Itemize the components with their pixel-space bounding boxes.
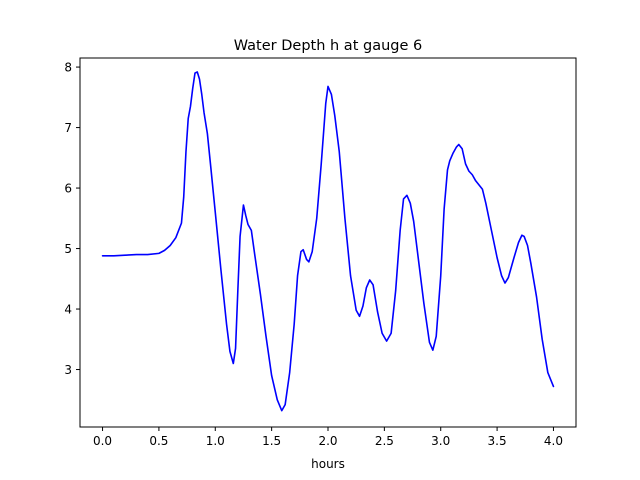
x-tick-label: 0.0 xyxy=(93,434,112,448)
y-tick-label: 3 xyxy=(64,363,72,377)
x-tick-label: 3.5 xyxy=(488,434,507,448)
x-tick-label: 2.5 xyxy=(375,434,394,448)
x-tick-label: 2.0 xyxy=(318,434,337,448)
x-tick-label: 0.5 xyxy=(149,434,168,448)
y-tick-label: 8 xyxy=(64,61,72,75)
y-tick-label: 7 xyxy=(64,121,72,135)
x-axis-label: hours xyxy=(311,457,345,471)
x-tick-label: 1.5 xyxy=(262,434,281,448)
y-tick-label: 5 xyxy=(64,242,72,256)
chart-title: Water Depth h at gauge 6 xyxy=(234,38,422,54)
x-tick-label: 1.0 xyxy=(206,434,225,448)
plot-area: 0.0 0.5 1.0 1.5 2.0 2.5 3.0 3.5 4.0 3 4 5 6 7 8 xyxy=(64,57,577,448)
x-tick-label: 4.0 xyxy=(544,434,563,448)
x-tick-label: 3.0 xyxy=(431,434,450,448)
series-line-0 xyxy=(101,71,555,412)
y-tick-label: 4 xyxy=(64,303,72,317)
axes-frame xyxy=(79,57,577,428)
y-tick-label: 6 xyxy=(64,182,72,196)
